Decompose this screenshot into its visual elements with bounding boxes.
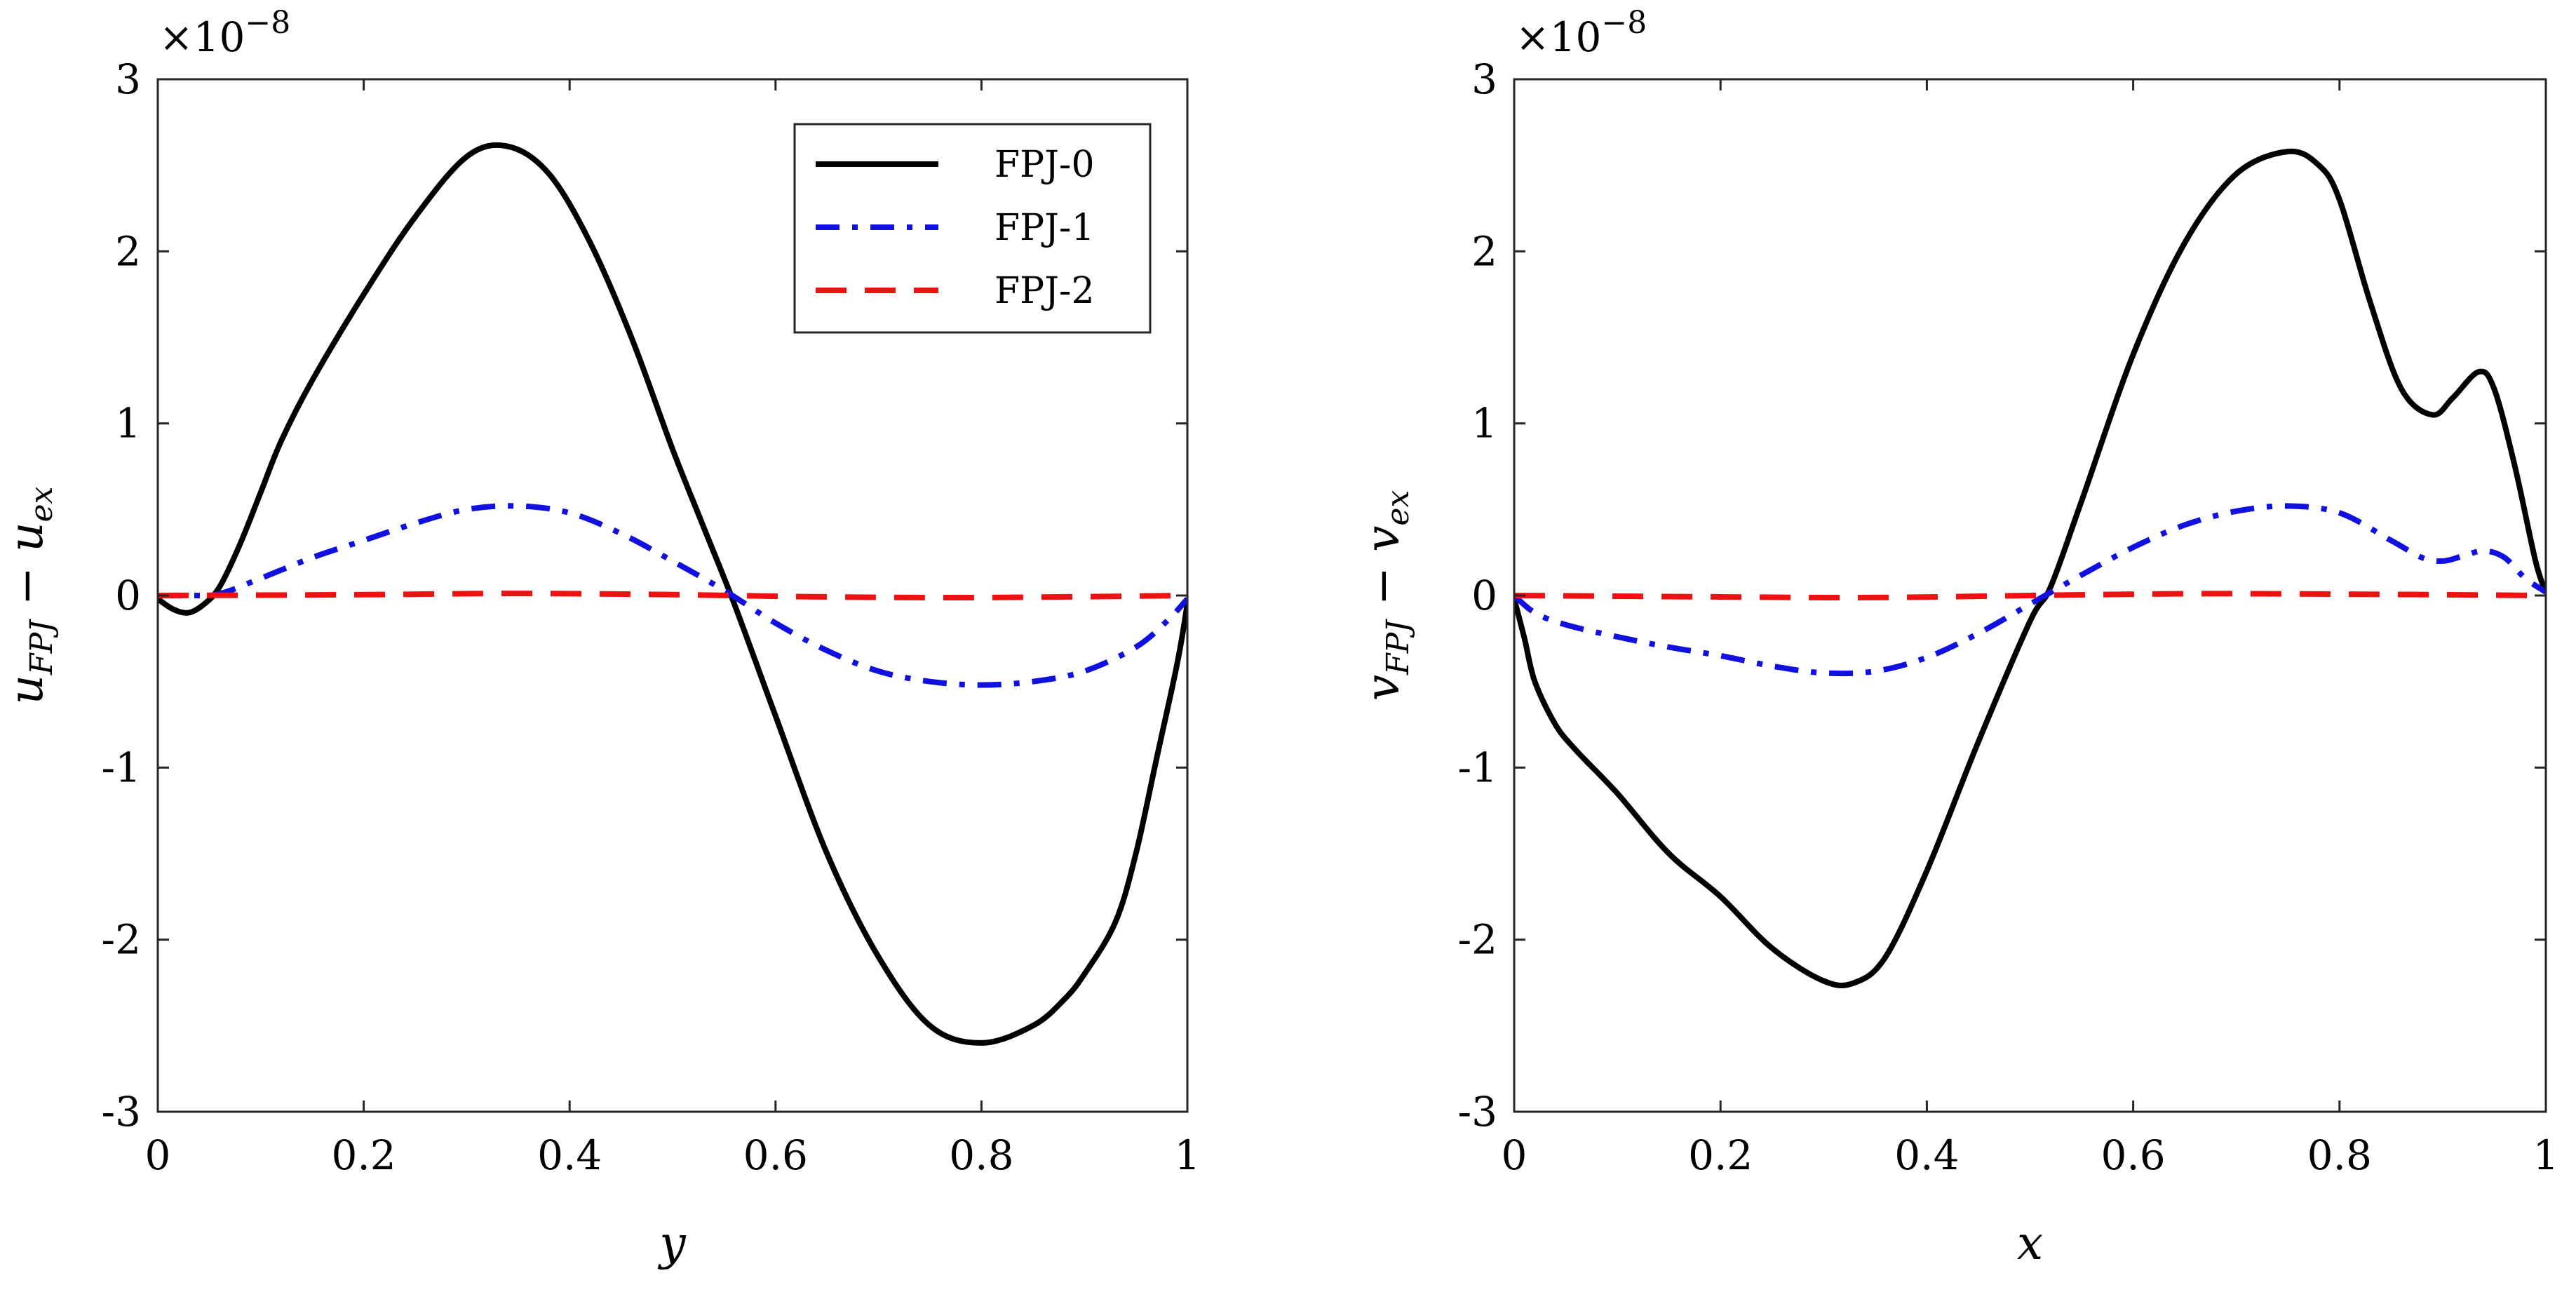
y-tick-label: 0 [1471, 572, 1497, 619]
y-tick-label: 1 [115, 400, 141, 448]
y-tick-label: 2 [1471, 227, 1497, 275]
x-tick-label: 0 [1502, 1131, 1528, 1179]
legend-label-fpj-0: FPJ-0 [994, 144, 1095, 186]
series-line-fpj-0 [1514, 148, 2546, 988]
y-tick-label: -2 [1458, 916, 1498, 964]
y-tick-label: 3 [1471, 55, 1497, 103]
x-tick-label: 0 [145, 1131, 171, 1179]
x-tick-label: 0.8 [2307, 1131, 2372, 1179]
y-label-sub: FPJ [1380, 619, 1416, 675]
series-line-fpj-1 [1514, 503, 2546, 677]
x-tick-label: 0.4 [1894, 1131, 1959, 1179]
x-tick-label: 0.6 [743, 1131, 808, 1179]
legend: FPJ-0 FPJ-1 FPJ-2 [793, 123, 1152, 334]
y-tick-label: 1 [1471, 400, 1497, 448]
y-tick-label: 0 [115, 572, 141, 619]
x-axis-label: x [2017, 1216, 2043, 1270]
series-group [1514, 148, 2546, 988]
x-tick-label: 1 [2533, 1131, 2559, 1179]
y-label-main-2: v [1356, 526, 1410, 552]
y-tick-label: -1 [102, 743, 142, 791]
x-tick-label: 0.2 [1688, 1131, 1753, 1179]
y-label-minus: − [1356, 552, 1410, 620]
y-tick-label: -3 [102, 1088, 142, 1136]
x-tick-label: 0.4 [537, 1131, 602, 1179]
y-tick-label: 3 [115, 55, 141, 103]
y-label-sub-2: ex [24, 486, 60, 522]
exponent-base: ×10 [159, 13, 245, 61]
x-tick-label: 0.6 [2100, 1131, 2165, 1179]
x-tick-label: 0.2 [331, 1131, 396, 1179]
series-line-fpj-2 [158, 591, 1187, 601]
x-tick-label: 1 [1175, 1131, 1201, 1179]
series-line-fpj-1 [158, 503, 1187, 688]
exponent-label: ×10−8 [159, 5, 290, 61]
y-label-sub: FPJ [24, 619, 60, 675]
y-label-sub-2: ex [1380, 490, 1416, 526]
y-label-main-2: u [0, 522, 53, 552]
exponent-power: −8 [1601, 5, 1647, 41]
exponent-label: ×10−8 [1516, 5, 1647, 61]
exponent-base: ×10 [1516, 13, 1601, 61]
legend-box [793, 123, 1152, 334]
y-label-main: v [1356, 675, 1410, 701]
y-label-minus: − [0, 552, 53, 620]
legend-label-fpj-2: FPJ-2 [994, 270, 1095, 312]
legend-label-fpj-1: FPJ-1 [994, 207, 1095, 249]
series-line-fpj-0 [158, 142, 1187, 1046]
series-group [158, 142, 1187, 1046]
x-tick-label: 0.8 [949, 1131, 1013, 1179]
y-axis-label: vFPJ − vex [1356, 490, 1416, 701]
x-axis-label: y [657, 1216, 686, 1270]
y-tick-label: -1 [1458, 743, 1498, 791]
series-line-fpj-2 [1514, 591, 2546, 601]
y-label-main: u [0, 675, 53, 705]
y-tick-label: -3 [1458, 1088, 1498, 1136]
y-tick-label: -2 [102, 916, 142, 964]
exponent-power: −8 [245, 5, 290, 41]
y-axis-label: uFPJ − uex [0, 486, 60, 704]
y-tick-label: 2 [115, 227, 141, 275]
